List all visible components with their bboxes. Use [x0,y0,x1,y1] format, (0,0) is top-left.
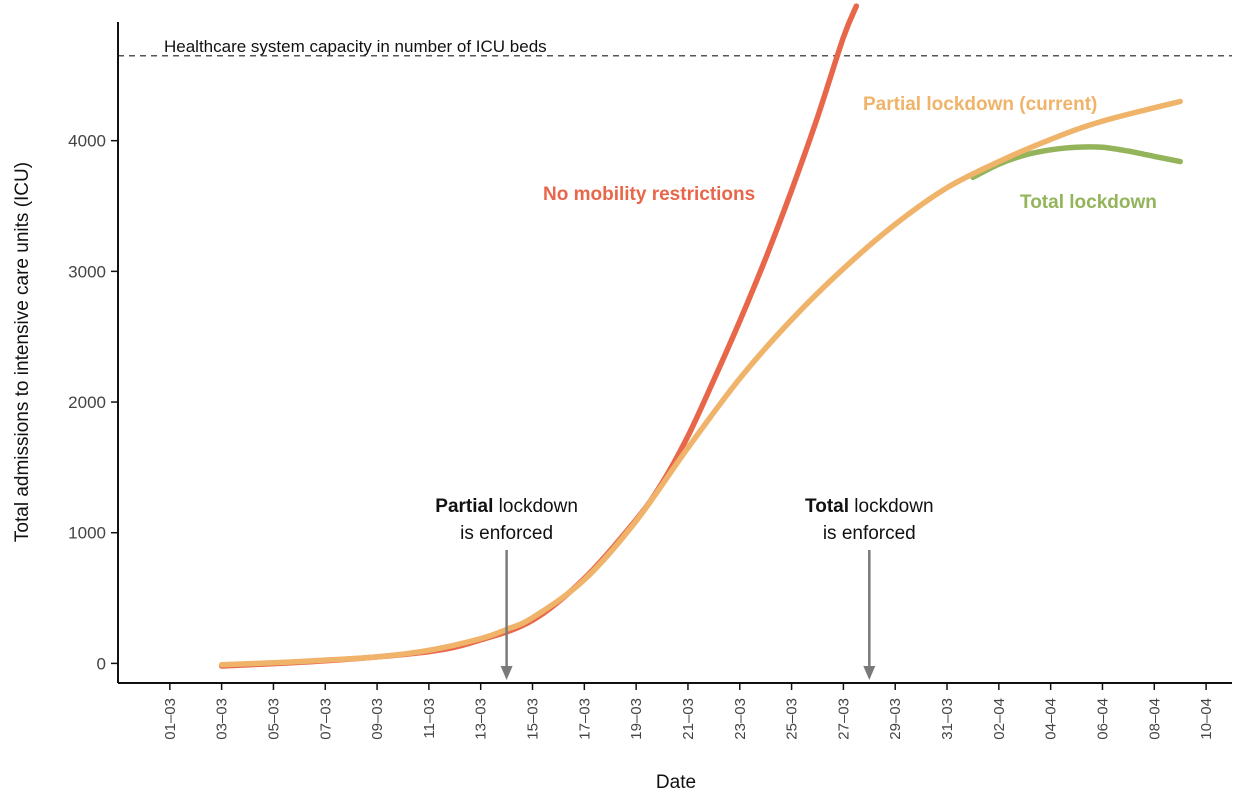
x-tick-label: 25–03 [784,698,801,740]
x-ticks: 01–03 03–03 05–03 07–03 09–03 11–03 13–03 15–03… [162,683,1215,740]
annotation-arrow-head [500,666,513,680]
x-tick-label: 27–03 [835,698,852,740]
x-tick-label: 07–03 [317,698,334,740]
series-label-no-mobility-restrictions: No mobility restrictions [543,184,755,205]
annotation-rest: lockdown [849,496,934,517]
x-tick-label: 06–04 [1094,698,1111,740]
x-tick-label: 31–03 [939,698,956,740]
annotation-bold-word: Partial [435,496,493,517]
series-label-partial-lockdown: Partial lockdown (current) [863,94,1097,115]
capacity-label: Healthcare system capacity in number of … [164,37,547,56]
y-axis-title: Total admissions to intensive care units… [12,162,33,542]
annotations: Partial lockdown is enforced Total lockdow… [435,496,934,680]
y-tick-label: 4000 [68,132,106,151]
series-lines [218,3,1183,669]
x-tick-label: 01–03 [162,698,179,740]
x-tick-label: 23–03 [732,698,749,740]
series-label-total-lockdown: Total lockdown [1020,192,1157,213]
x-tick-label: 10–04 [1198,698,1215,740]
series-line-total-lockdown [970,144,1183,181]
y-tick-label: 3000 [68,262,106,281]
x-tick-label: 04–04 [1043,698,1060,740]
x-tick-label: 02–04 [991,698,1008,740]
y-ticks: 0 1000 2000 3000 4000 [68,132,118,673]
x-tick-label: 17–03 [576,698,593,740]
annotation-line1: Partial lockdown [435,496,578,517]
x-tick-label: 19–03 [628,698,645,740]
x-tick-label: 03–03 [214,698,231,740]
annotation-rest: lockdown [493,496,577,517]
annotation-line2: is enforced [460,523,553,544]
y-tick-label: 1000 [68,524,106,543]
series-line-partial-lockdown-current [218,98,1183,668]
x-tick-label: 08–04 [1146,698,1163,740]
annotation-line1: Total lockdown [805,496,933,517]
x-tick-label: 05–03 [265,698,282,740]
x-tick-label: 13–03 [473,698,490,740]
annotation-arrow-head [863,666,876,680]
x-tick-label: 15–03 [525,698,542,740]
x-axis-title: Date [656,772,696,793]
x-tick-label: 21–03 [680,698,697,740]
x-tick-label: 11–03 [421,698,438,739]
series-line-no-mobility-restrictions [218,3,860,669]
x-tick-label: 29–03 [887,698,904,740]
y-tick-label: 2000 [68,393,106,412]
axes [117,22,1232,684]
annotation-line2: is enforced [823,523,916,544]
annotation-bold-word: Total [805,496,849,517]
y-tick-label: 0 [97,654,106,673]
x-tick-label: 09–03 [369,698,386,740]
